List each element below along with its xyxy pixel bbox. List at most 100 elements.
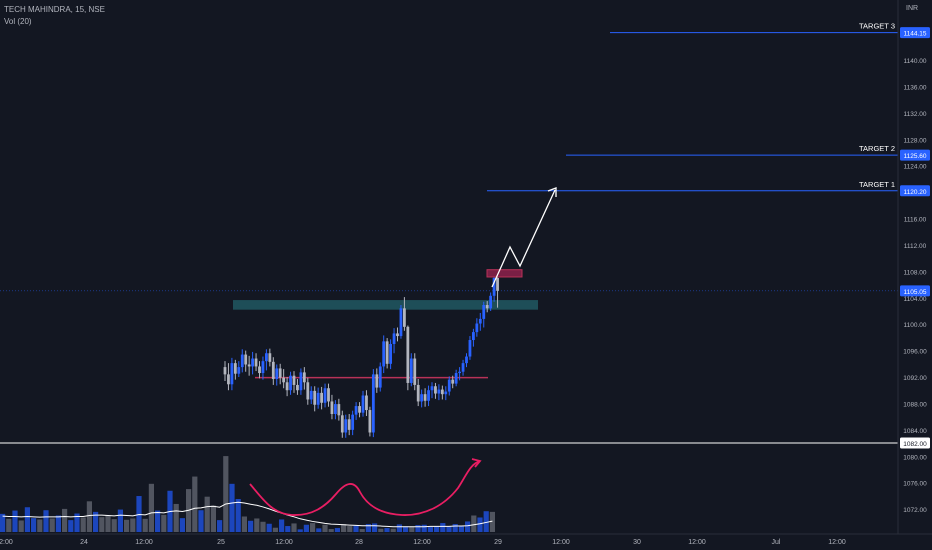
volume-bar — [18, 520, 24, 532]
candle-body — [382, 341, 386, 367]
candle-body — [447, 379, 451, 392]
y-tick-label: 1116.00 — [904, 217, 927, 224]
candle-body — [461, 363, 465, 372]
candle-body — [399, 308, 403, 337]
candle-body — [409, 358, 413, 383]
candle-body — [385, 341, 389, 364]
volume-bar — [105, 515, 111, 532]
y-tick-label: 1136.00 — [903, 84, 926, 91]
volume-bar — [372, 523, 378, 532]
candle-body — [296, 384, 299, 391]
volume-bar — [347, 526, 353, 532]
candle-body — [299, 372, 303, 391]
volume-ma-line — [2, 501, 493, 528]
volume-bar — [173, 503, 179, 532]
candle-body — [478, 318, 482, 324]
volume-bar — [341, 524, 347, 532]
volume-bar — [117, 509, 123, 532]
volume-bar — [359, 529, 365, 532]
candle-body — [302, 372, 306, 383]
y-tick-label: 1088.00 — [903, 401, 927, 408]
y-tick-label: 1084.00 — [903, 428, 927, 435]
candle-body — [368, 410, 372, 433]
volume-annotation-curve — [249, 460, 481, 516]
target-label: TARGET 3 — [859, 22, 895, 31]
candle-body — [282, 377, 286, 383]
candle-body — [327, 388, 330, 402]
candle-body — [230, 363, 234, 385]
candle-body — [251, 358, 254, 367]
candle-body — [437, 389, 441, 394]
volume-bar — [279, 519, 285, 532]
volume-bar — [31, 518, 37, 532]
candle-body — [427, 390, 430, 401]
volume-bar — [452, 524, 458, 532]
volume-bar — [334, 528, 340, 532]
candle-body — [292, 375, 296, 385]
volume-bar — [62, 508, 68, 532]
volume-bar — [6, 518, 12, 532]
volume-bar — [217, 520, 223, 532]
candle-body — [261, 361, 265, 374]
volume-bar — [142, 518, 148, 532]
x-tick-label: 12:00 — [413, 539, 431, 546]
candle-body — [347, 419, 351, 430]
volume-bar — [328, 529, 334, 532]
candle-body — [361, 395, 365, 413]
price-axis-value: 1082.00 — [903, 441, 927, 448]
y-tick-label: 1112.00 — [904, 243, 927, 250]
volume-bar — [86, 501, 92, 532]
volume-bar — [471, 515, 477, 532]
volume-bar — [266, 523, 272, 532]
volume-bar — [477, 517, 483, 532]
y-tick-label: 1104.00 — [903, 296, 926, 303]
volume-bar — [465, 521, 471, 532]
candle-body — [378, 366, 382, 388]
candle-body — [237, 367, 241, 374]
x-tick-label: 12:00 — [828, 539, 846, 546]
volume-bar — [458, 525, 464, 532]
price-axis-value: 1120.20 — [903, 189, 926, 196]
volume-bar — [24, 507, 30, 532]
price-axis-badge — [900, 149, 930, 161]
price-axis-badge — [900, 437, 930, 449]
candle-body — [275, 368, 279, 379]
candle-body — [354, 406, 358, 415]
volume-bar — [12, 510, 18, 532]
x-tick-label: 24 — [80, 539, 88, 546]
volume-bar — [198, 510, 204, 532]
candle-body — [420, 394, 424, 402]
volume-bar — [223, 456, 229, 532]
y-tick-label: 1140.00 — [903, 58, 926, 65]
volume-annotation-arrowhead — [471, 458, 482, 468]
candle-body — [240, 354, 244, 368]
candle-body — [403, 308, 406, 327]
candle-body — [223, 367, 227, 375]
candle-body — [475, 323, 479, 333]
volume-bar — [285, 526, 291, 532]
x-tick-label: 29 — [494, 539, 502, 546]
volume-bar — [489, 511, 495, 532]
volume-bar — [396, 524, 402, 532]
volume-bar — [0, 513, 6, 532]
volume-bar — [130, 518, 136, 532]
candle-body — [334, 404, 337, 414]
volume-bar — [124, 519, 130, 532]
price-axis-value: 1125.60 — [903, 153, 926, 160]
target-label: TARGET 1 — [859, 180, 895, 189]
volume-bar — [192, 476, 198, 532]
volume-bar — [80, 517, 86, 532]
projection-path — [491, 189, 556, 288]
volume-bar — [148, 483, 154, 532]
y-tick-label: 1076.00 — [903, 481, 927, 488]
candle-body — [416, 384, 420, 402]
volume-indicator-label: Vol (20) — [4, 17, 32, 26]
candle-body — [258, 366, 261, 374]
symbol-title: TECH MAHINDRA, 15, NSE — [4, 5, 105, 14]
y-tick-label: 1092.00 — [903, 375, 927, 382]
volume-bar — [303, 524, 309, 532]
candle-body — [344, 419, 348, 433]
volume-bar — [111, 519, 117, 532]
volume-bar — [254, 518, 260, 532]
